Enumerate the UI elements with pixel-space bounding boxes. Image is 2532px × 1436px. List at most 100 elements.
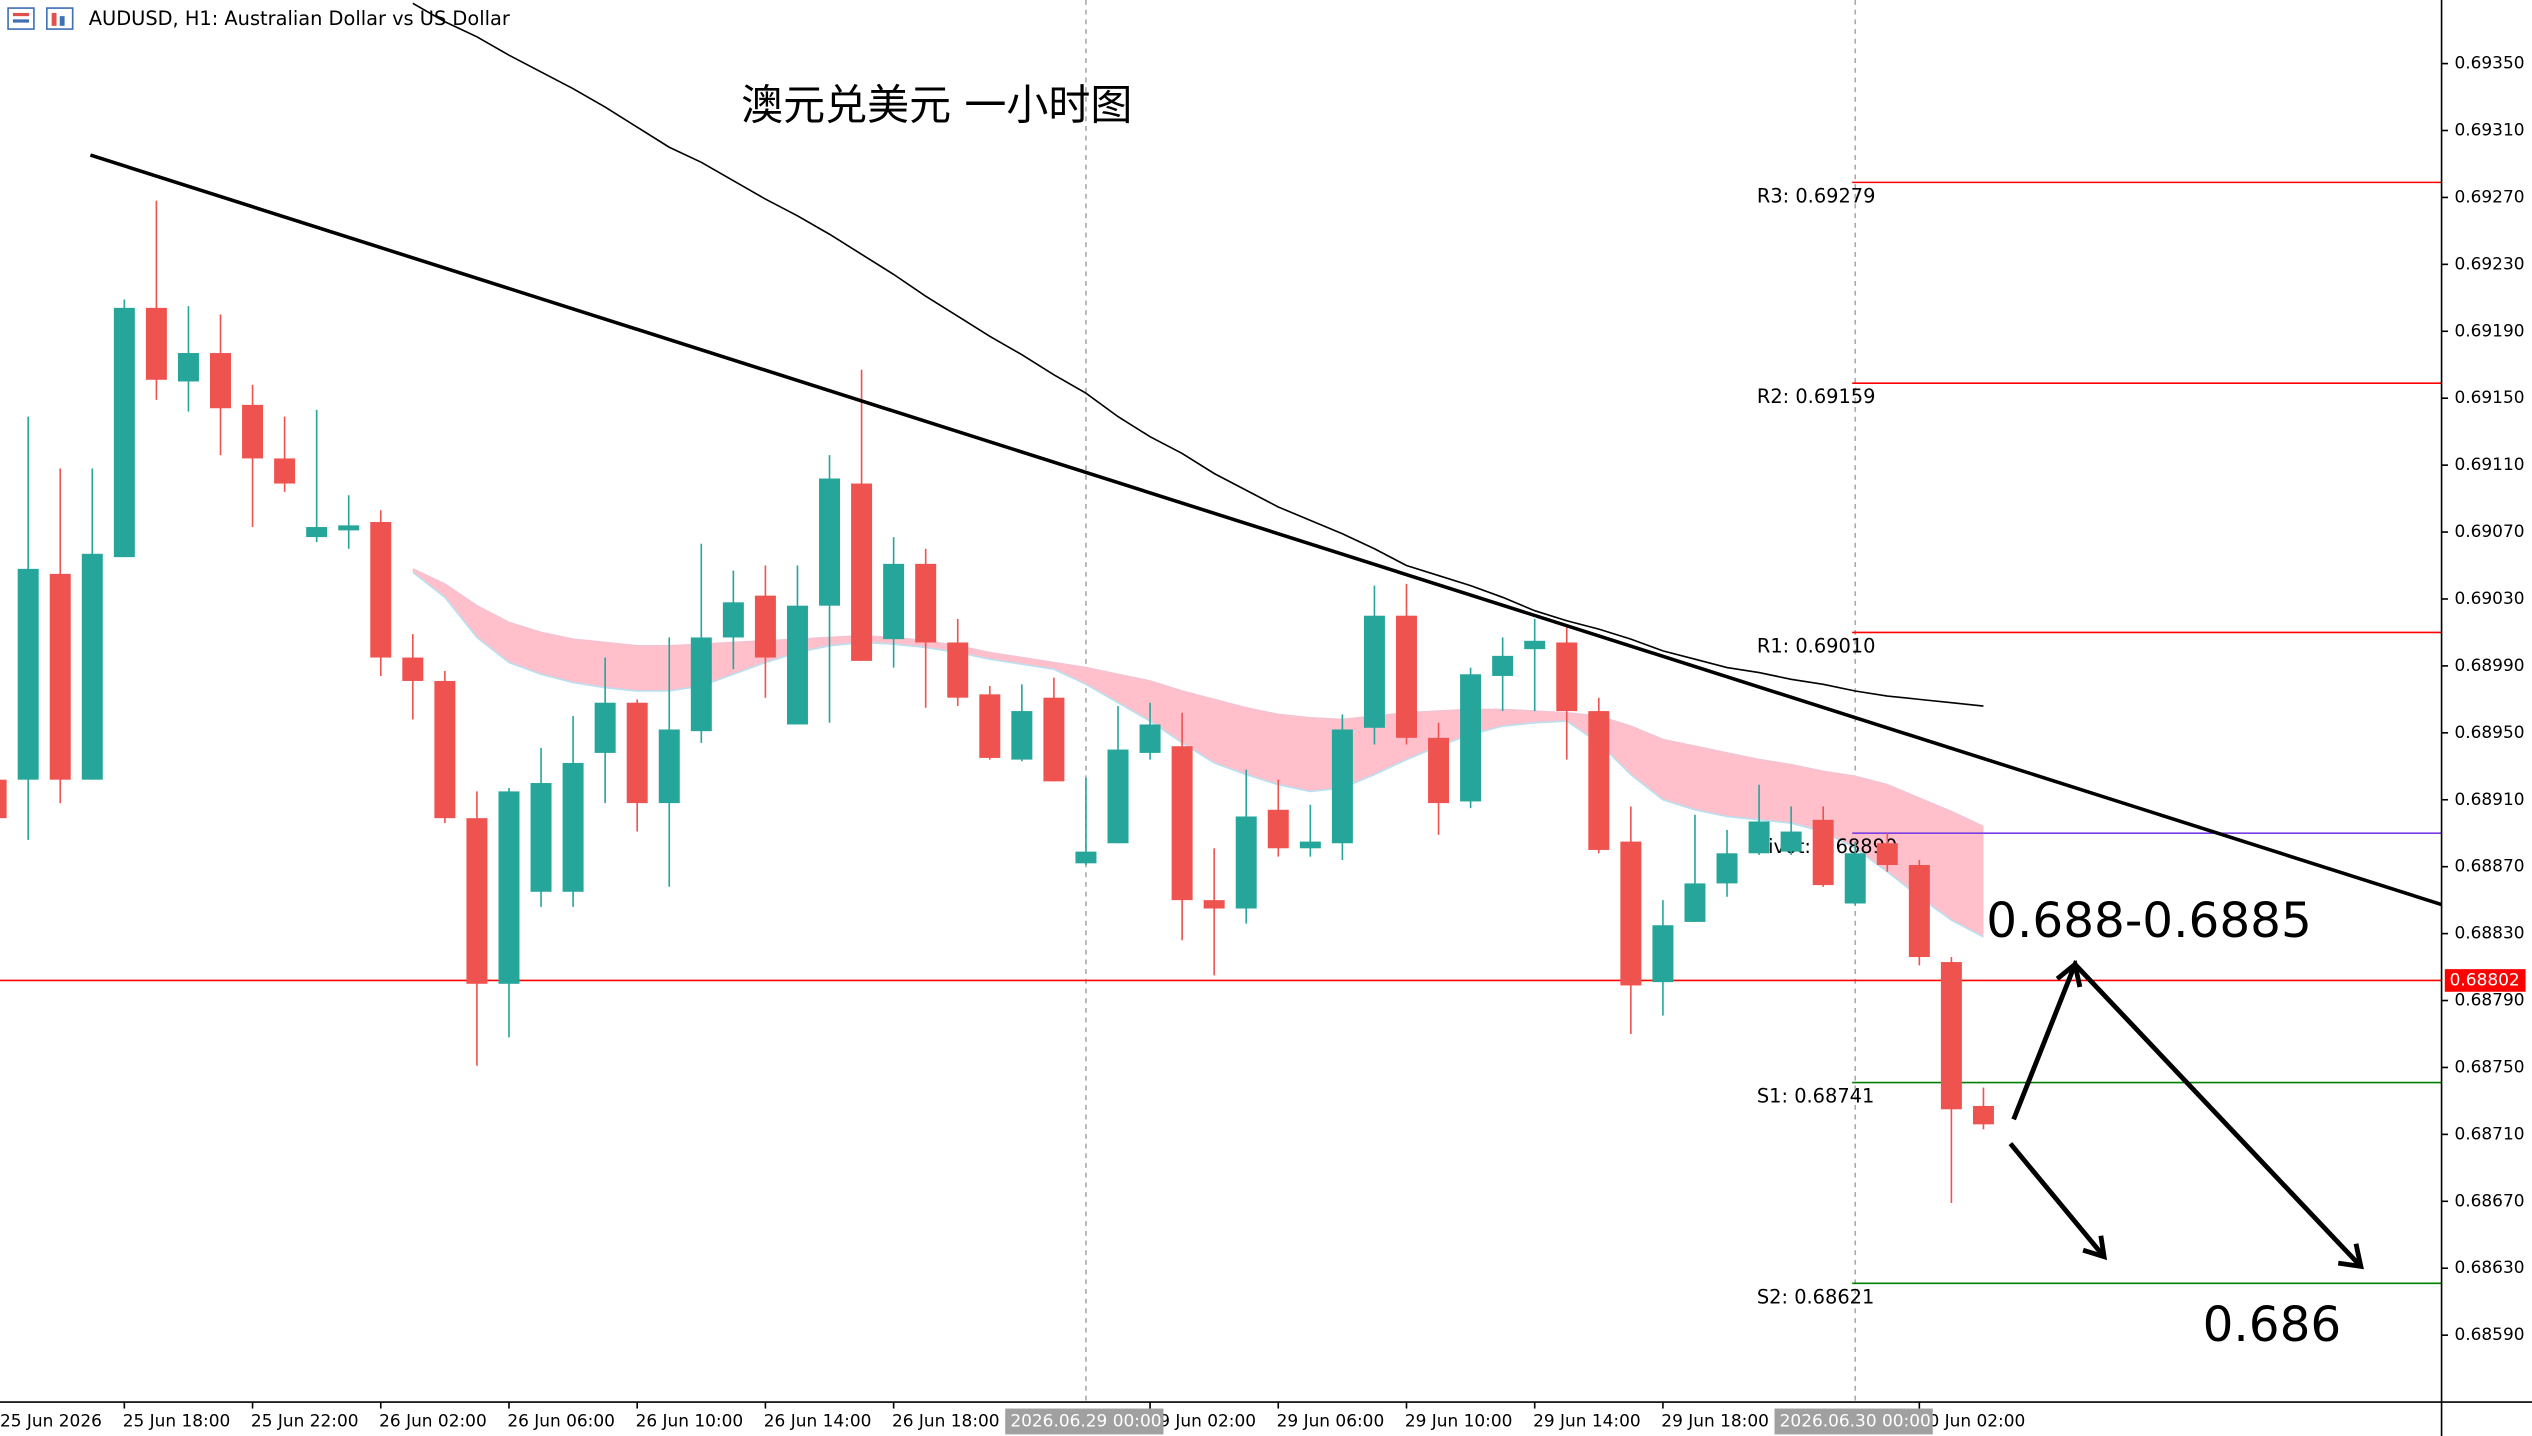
- candle-body: [979, 694, 1001, 758]
- candle-body: [1139, 724, 1161, 753]
- candle-body: [1011, 711, 1033, 760]
- y-tick-label: 0.69070: [2454, 521, 2524, 541]
- candle-body: [658, 729, 680, 804]
- candle-body: [1908, 865, 1930, 958]
- symbol-icons: [7, 7, 74, 30]
- candle-body: [0, 779, 7, 819]
- y-tick-label: 0.68950: [2454, 722, 2524, 742]
- candle-body: [1620, 841, 1642, 986]
- y-tick-label: 0.68830: [2454, 923, 2524, 943]
- arrow-path: [2008, 1142, 2106, 1259]
- icon: [59, 16, 65, 26]
- candle-body: [402, 657, 424, 681]
- trend-line: [89, 153, 2443, 907]
- price-tag-label: 0.68802: [2450, 969, 2520, 989]
- y-tick-label: 0.68710: [2454, 1123, 2524, 1143]
- y-tick-label: 0.68630: [2454, 1257, 2524, 1277]
- candle-body: [1972, 1105, 1994, 1125]
- candle-body: [1780, 831, 1802, 852]
- candle-body: [1684, 883, 1706, 922]
- pivot-label: R3: 0.69279: [1757, 184, 1876, 207]
- x-tick-label: 26 Jun 02:00: [379, 1410, 487, 1430]
- y-tick-label: 0.69230: [2454, 253, 2524, 273]
- symbol-label: AUDUSD, H1: Australian Dollar vs US Doll…: [89, 7, 510, 30]
- x-tick-label: 29 Jun 02:00: [1148, 1410, 1256, 1430]
- candle-body: [370, 522, 392, 658]
- candle-body: [1107, 749, 1129, 844]
- x-tick-label: 26 Jun 10:00: [636, 1410, 744, 1430]
- candle-layer: [0, 200, 1994, 1203]
- candle-body: [145, 307, 167, 380]
- candle-body: [1492, 655, 1514, 676]
- separator-label: 2026.06.29 00:00: [1010, 1410, 1161, 1430]
- candle-body: [1556, 642, 1578, 712]
- cloud-upper: [412, 568, 1984, 828]
- candle-body: [562, 762, 584, 892]
- candle-body: [81, 553, 103, 780]
- x-tick-label: 26 Jun 14:00: [764, 1410, 872, 1430]
- candle-body: [883, 563, 905, 640]
- candle-body: [530, 783, 552, 892]
- candle-body: [819, 478, 841, 606]
- candle-body: [1331, 729, 1353, 844]
- icon: [51, 12, 57, 26]
- x-tick-label: 29 Jun 10:00: [1405, 1410, 1513, 1430]
- candle-body: [177, 353, 199, 382]
- x-tick-label: 29 Jun 18:00: [1661, 1410, 1769, 1430]
- y-tick-label: 0.69350: [2454, 53, 2524, 73]
- candle-body: [1940, 962, 1962, 1110]
- candle-body: [434, 680, 456, 819]
- candle-body: [754, 595, 776, 658]
- candle-body: [1203, 900, 1225, 909]
- candle-body: [851, 483, 873, 661]
- candle-body: [1524, 640, 1546, 650]
- x-tick-label: 26 Jun 18:00: [892, 1410, 1000, 1430]
- y-tick-label: 0.69270: [2454, 186, 2524, 206]
- candle-body: [338, 525, 360, 531]
- candle-body: [1075, 851, 1097, 864]
- candle-body: [274, 458, 296, 484]
- y-tick-label: 0.68870: [2454, 856, 2524, 876]
- icon: [12, 12, 30, 17]
- candle-body: [210, 353, 231, 409]
- candle-body: [1588, 711, 1610, 850]
- arrow-head: [2337, 1243, 2364, 1270]
- candle-body: [1171, 746, 1193, 901]
- candle-body: [1844, 853, 1866, 904]
- y-tick-label: 0.69150: [2454, 387, 2524, 407]
- y-tick-label: 0.69030: [2454, 588, 2524, 608]
- y-tick-label: 0.68990: [2454, 655, 2524, 675]
- candle-body: [722, 602, 744, 638]
- candle-body: [1267, 809, 1289, 849]
- candle-body: [947, 642, 969, 698]
- candle-body: [1043, 697, 1065, 782]
- candle-body: [1428, 737, 1450, 804]
- chart-title: 澳元兑美元 一小时图: [741, 81, 1132, 130]
- moving-average: [412, 2, 1984, 707]
- x-tick-label: 26 Jun 06:00: [507, 1410, 615, 1430]
- candle-body: [690, 637, 712, 732]
- annotation: 0.686: [2203, 1297, 2342, 1353]
- y-tick-label: 0.68670: [2454, 1190, 2524, 1210]
- x-tick-label: 29 Jun 06:00: [1277, 1410, 1385, 1430]
- icon: [7, 7, 35, 30]
- cloud-lower: [412, 571, 1984, 938]
- y-tick-label: 0.69310: [2454, 120, 2524, 140]
- y-tick-label: 0.69110: [2454, 454, 2524, 474]
- separator-label: 2026.06.30 00:00: [1780, 1410, 1931, 1430]
- x-tick-label: 25 Jun 2026: [0, 1410, 102, 1430]
- candle-body: [113, 307, 135, 558]
- candle-body: [466, 818, 488, 984]
- candle-body: [49, 573, 71, 780]
- candle-body: [1235, 816, 1257, 909]
- candle-body: [498, 791, 520, 984]
- y-tick-label: 0.68910: [2454, 789, 2524, 809]
- candle-body: [1363, 615, 1385, 728]
- pivot-label: S1: 0.68741: [1757, 1085, 1874, 1108]
- candle-body: [242, 404, 264, 459]
- price-tag: [2444, 969, 2526, 992]
- candle-body: [594, 702, 616, 753]
- candle-body: [306, 527, 328, 538]
